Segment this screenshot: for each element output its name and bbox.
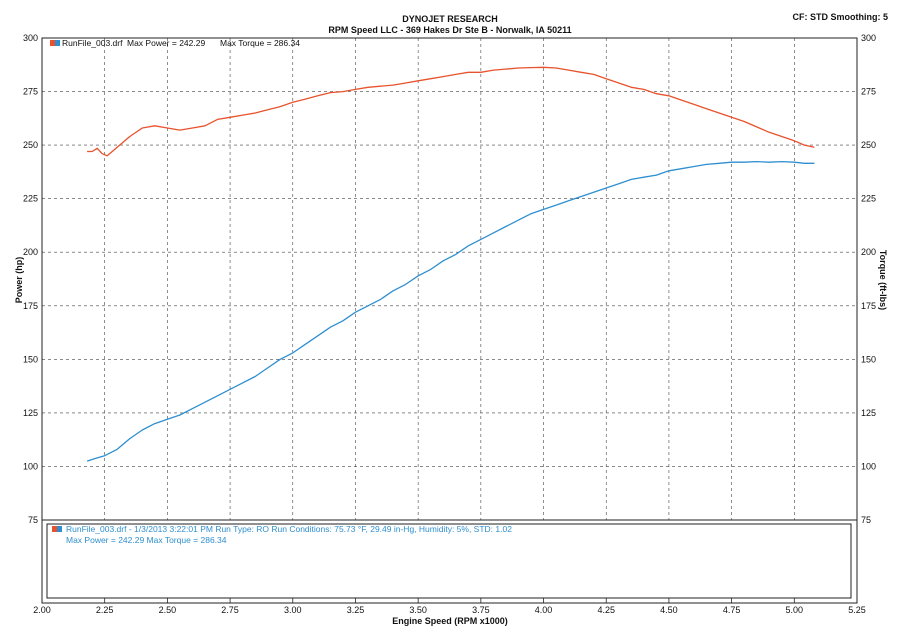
x-tick-label: 4.50 bbox=[660, 605, 678, 615]
x-tick-label: 4.75 bbox=[723, 605, 741, 615]
y-tick-label-left: 250 bbox=[23, 140, 38, 150]
y-tick-label-right: 300 bbox=[861, 33, 876, 43]
series-lines bbox=[86, 66, 815, 462]
y-tick-label-left: 100 bbox=[23, 461, 38, 471]
y-tick-label-left: 75 bbox=[28, 515, 38, 525]
plot-frame bbox=[41, 37, 858, 521]
x-tick-label: 2.50 bbox=[159, 605, 177, 615]
y-tick-label-left: 225 bbox=[23, 194, 38, 204]
y-tick-label-left: 125 bbox=[23, 408, 38, 418]
y-tick-label-left: 175 bbox=[23, 301, 38, 311]
x-tick-label: 5.25 bbox=[848, 605, 866, 615]
y-tick-label-right: 150 bbox=[861, 354, 876, 364]
legend-max-torque: Max Torque = 286.34 bbox=[220, 38, 300, 48]
y-axis-label-left: Power (hp) bbox=[14, 257, 24, 304]
run-info-swatch-power bbox=[57, 526, 62, 532]
x-tick-label: 5.00 bbox=[786, 605, 804, 615]
x-tick-label: 3.50 bbox=[409, 605, 427, 615]
run-info-line1: RunFile_003.drf - 1/3/2013 3:22:01 PM Ru… bbox=[66, 524, 512, 534]
y-tick-label-right: 250 bbox=[861, 140, 876, 150]
x-tick-label: 4.25 bbox=[597, 605, 615, 615]
y-tick-label-left: 300 bbox=[23, 33, 38, 43]
y-tick-label-left: 200 bbox=[23, 247, 38, 257]
run-info-line2: Max Power = 242.29 Max Torque = 286.34 bbox=[66, 535, 227, 545]
chart-grid bbox=[41, 37, 858, 521]
run-info-swatch-torque bbox=[52, 526, 57, 532]
run-info-inner-box bbox=[46, 523, 852, 599]
legend-file: RunFile_003.drf bbox=[62, 38, 123, 48]
x-tick-label: 3.75 bbox=[472, 605, 490, 615]
run-info-panel bbox=[41, 519, 858, 604]
x-axis-label: Engine Speed (RPM x1000) bbox=[392, 616, 508, 626]
y-tick-label-right: 225 bbox=[861, 194, 876, 204]
x-tick-label: 2.00 bbox=[33, 605, 51, 615]
x-tick-label: 3.00 bbox=[284, 605, 302, 615]
legend-top: RunFile_003.drf Max Power = 242.29 Max T… bbox=[50, 38, 300, 48]
x-tick-label: 3.25 bbox=[347, 605, 365, 615]
x-tick-label: 2.75 bbox=[221, 605, 239, 615]
series-line-power bbox=[86, 160, 815, 462]
y-tick-label-right: 75 bbox=[861, 515, 871, 525]
x-tick-label: 2.25 bbox=[96, 605, 114, 615]
y-tick-label-right: 200 bbox=[861, 247, 876, 257]
tick-labels: 2.00 2.25 2.50 2.75 3.00 3.25 3.50 3.75 4.00 4.25… bbox=[23, 33, 876, 615]
y-tick-label-right: 175 bbox=[861, 301, 876, 311]
legend-max-power: Max Power = 242.29 bbox=[127, 38, 205, 48]
y-axis-label-right: Torque (ft-lbs) bbox=[878, 250, 888, 310]
y-tick-label-right: 275 bbox=[861, 87, 876, 97]
x-tick-marks bbox=[41, 598, 858, 603]
chart-subtitle: RPM Speed LLC - 369 Hakes Dr Ste B - Nor… bbox=[328, 25, 572, 35]
y-tick-label-left: 275 bbox=[23, 87, 38, 97]
x-tick-label: 4.00 bbox=[535, 605, 553, 615]
legend-swatch-torque bbox=[50, 40, 55, 46]
y-tick-label-right: 100 bbox=[861, 461, 876, 471]
series-line-torque bbox=[87, 66, 815, 157]
y-tick-label-right: 125 bbox=[861, 408, 876, 418]
y-tick-label-left: 150 bbox=[23, 354, 38, 364]
legend-swatch-power bbox=[55, 40, 60, 46]
settings-readout: CF: STD Smoothing: 5 bbox=[792, 12, 889, 22]
chart-title: DYNOJET RESEARCH bbox=[402, 14, 498, 24]
